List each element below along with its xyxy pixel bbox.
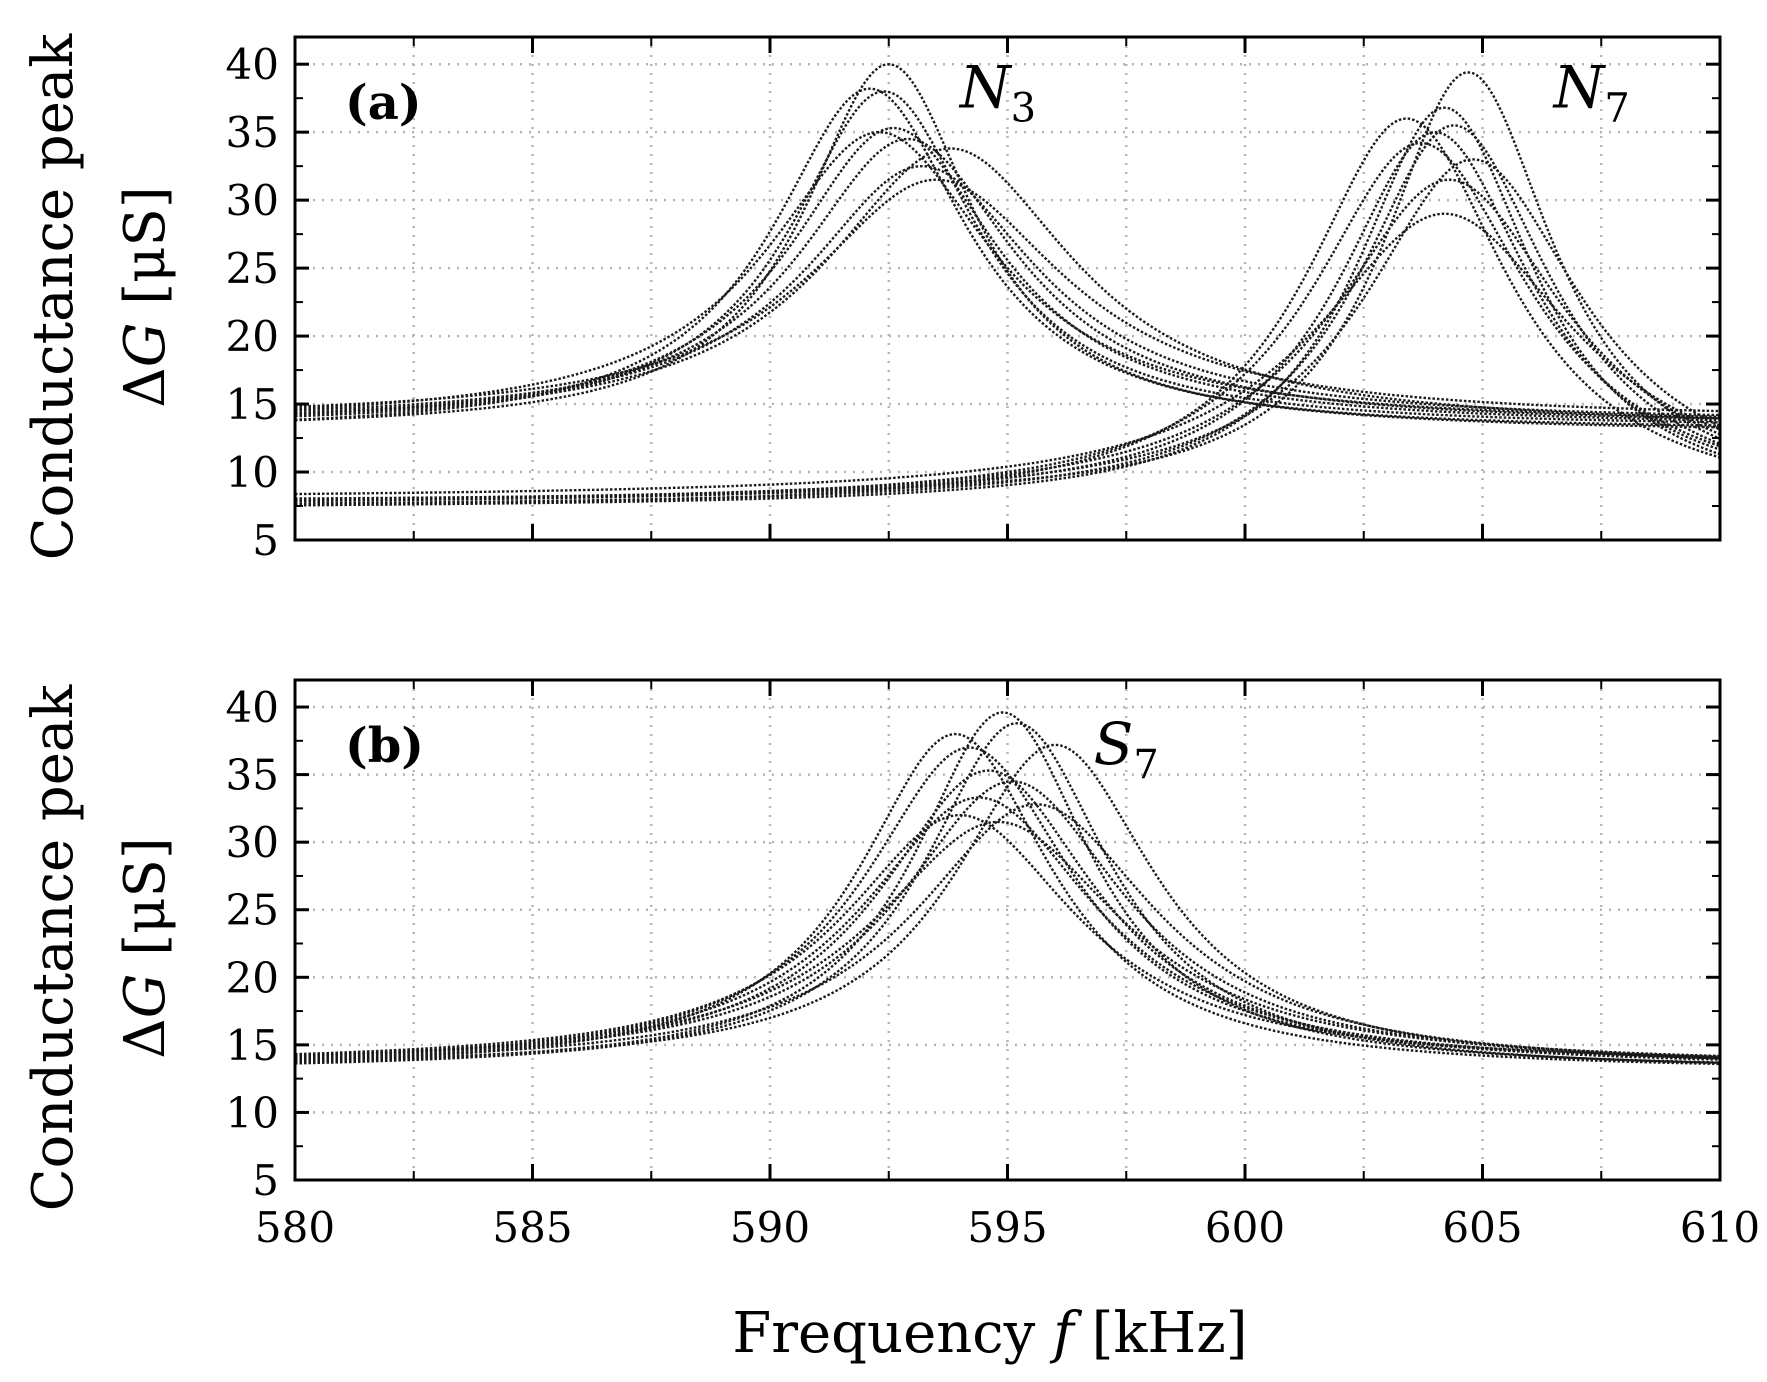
y-tick-label: 35 [226, 108, 279, 157]
series-line-N7-16 [294, 158, 1721, 501]
series-line-S7-8 [294, 796, 1721, 1060]
series-line-S7-2 [294, 722, 1721, 1065]
y-axis-label-line2: ΔG [μS] [113, 837, 178, 1058]
y-axis-label-line1: Conductance peak [21, 684, 86, 1212]
x-tick-label: 610 [1680, 1203, 1760, 1252]
y-axis-label-line2: ΔG [μS] [113, 186, 178, 407]
series-line-N7-17 [295, 212, 1721, 496]
x-tick-label: 580 [255, 1203, 335, 1252]
x-tick-label: 605 [1442, 1203, 1522, 1252]
mode-annotation-N7: N7 [1552, 54, 1630, 132]
series-line-N3-4 [294, 130, 1720, 418]
y-tick-label: 25 [226, 886, 279, 935]
series-line-N3-6 [294, 164, 1720, 417]
panel-label: (a) [345, 75, 422, 131]
curves [294, 62, 1721, 507]
y-tick-label: 15 [226, 1021, 279, 1070]
y-tick-label: 10 [226, 1088, 279, 1137]
series-line-N7-12 [295, 106, 1721, 507]
x-tick-label: 585 [492, 1203, 572, 1252]
series-line-S7-1 [294, 711, 1720, 1064]
series-line-S7-3 [295, 743, 1721, 1063]
series-line-N7-15 [295, 178, 1721, 501]
y-tick-label: 30 [226, 818, 279, 867]
panel-b: 5 10 15 20 25 30 35 40 580 585 590 595 600 605 610 (b) S… [226, 678, 1760, 1252]
panel-a: 5 10 15 20 25 30 35 40 (a) N3 N7 [226, 35, 1722, 565]
y-axis-label-line1: Conductance peak [21, 33, 86, 561]
series-line-N3-1 [294, 62, 1720, 427]
y-tick-label: 40 [226, 40, 279, 89]
mode-annotation-N3: N3 [958, 54, 1036, 132]
y-tick-label: 20 [226, 312, 279, 361]
y-tick-label: 5 [252, 1156, 279, 1205]
x-tick-label: 600 [1205, 1203, 1285, 1252]
series-line-N7-14 [295, 124, 1721, 505]
series-line-N3-8 [294, 178, 1721, 413]
y-axis-label-b: Conductance peak ΔG [μS] [21, 684, 178, 1212]
y-tick-label: 35 [226, 751, 279, 800]
x-tick-label: 590 [730, 1203, 810, 1252]
mode-annotation-S7: S7 [1094, 710, 1159, 788]
series-line-N3-5 [294, 137, 1720, 420]
y-tick-label: 15 [226, 380, 279, 429]
y-tick-label: 20 [226, 953, 279, 1002]
curves [294, 711, 1721, 1066]
y-tick-label: 5 [252, 516, 279, 565]
y-tick-label: 10 [226, 448, 279, 497]
y-axis-label-a: Conductance peak ΔG [μS] [21, 33, 178, 561]
y-tick-label: 40 [226, 683, 279, 732]
y-tick-label: 25 [226, 244, 279, 293]
series-line-S7-6 [295, 780, 1721, 1058]
series-line-N3-3 [294, 126, 1720, 422]
x-axis-label: Frequency f [kHz] [732, 1301, 1247, 1366]
series-line-N3-2 [294, 90, 1721, 424]
series-line-S7-9 [294, 820, 1721, 1058]
series-line-S7-10 [294, 803, 1721, 1061]
y-tick-label: 30 [226, 176, 279, 225]
panel-label: (b) [345, 718, 424, 774]
plot-area [295, 680, 1720, 1180]
x-tick-label: 595 [967, 1203, 1047, 1252]
